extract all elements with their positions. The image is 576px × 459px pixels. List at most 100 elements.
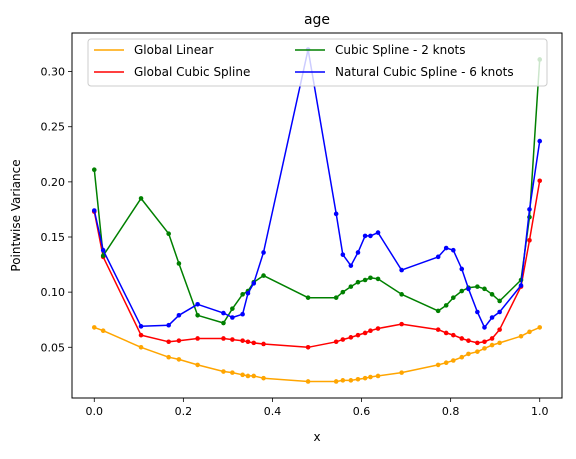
series-3-point bbox=[375, 230, 381, 235]
x-tick-label: 0.8 bbox=[442, 405, 460, 418]
series-0-point bbox=[518, 333, 524, 339]
series-3-point bbox=[475, 309, 480, 315]
y-tick-label: 0.30 bbox=[41, 66, 66, 79]
series-1-point bbox=[166, 339, 171, 345]
series-3-point bbox=[195, 301, 200, 307]
series-1-point bbox=[451, 332, 456, 338]
series-1-point bbox=[489, 336, 495, 341]
series-0-point bbox=[195, 362, 200, 368]
series-3-point bbox=[176, 312, 182, 318]
series-2-point bbox=[497, 298, 502, 304]
series-2-point bbox=[91, 167, 97, 173]
series-1-point bbox=[240, 338, 245, 343]
series-2-point bbox=[375, 276, 381, 282]
series-1-point bbox=[333, 339, 339, 345]
y-tick-label: 0.05 bbox=[41, 341, 66, 354]
series-3-point bbox=[251, 281, 257, 286]
x-tick-label: 0.4 bbox=[264, 405, 282, 418]
series-3-point bbox=[537, 138, 543, 144]
series-0-point bbox=[340, 378, 346, 383]
series-3-point bbox=[482, 325, 487, 330]
series-1-point bbox=[195, 336, 200, 341]
series-0-point bbox=[482, 346, 487, 351]
series-2-point bbox=[305, 295, 311, 300]
series-1-point bbox=[138, 332, 144, 338]
series-2-point bbox=[443, 303, 449, 308]
series-1-point bbox=[497, 327, 502, 332]
series-1-point bbox=[340, 337, 346, 342]
series-0-point bbox=[240, 372, 245, 378]
series-3-point bbox=[368, 233, 373, 239]
series-1-point bbox=[466, 338, 471, 343]
y-tick-label: 0.10 bbox=[41, 286, 66, 299]
series-1-point bbox=[527, 238, 532, 243]
plot-frame bbox=[71, 32, 563, 399]
series-2-point bbox=[435, 308, 441, 314]
series-3-point bbox=[362, 233, 368, 239]
series-0-point bbox=[355, 376, 361, 382]
series-3-point bbox=[166, 322, 171, 328]
series-3-point bbox=[518, 283, 524, 288]
legend: Global Linear Global Cubic Spline Cubic Sp… bbox=[87, 38, 548, 87]
series-1-point bbox=[251, 340, 257, 346]
chart-title: age bbox=[304, 12, 330, 28]
series-3-point bbox=[340, 252, 346, 257]
series-0-point bbox=[138, 344, 144, 350]
series-2-point bbox=[166, 231, 171, 236]
x-tick-label: 0.6 bbox=[353, 405, 371, 418]
series-0-point bbox=[489, 342, 495, 348]
series-3-point bbox=[138, 324, 144, 329]
series-0-point bbox=[333, 379, 339, 384]
series-1-point bbox=[362, 330, 368, 336]
axis-ticks: 0.0 0.2 0.4 0.6 0.8 1.0 0.05 0.10 0.15 0.20 0.25 0.… bbox=[41, 66, 549, 418]
legend-label: Global Linear bbox=[134, 43, 213, 57]
series-0-point bbox=[375, 373, 381, 379]
series-3-point bbox=[355, 250, 361, 255]
series-line-1 bbox=[93, 180, 541, 349]
series-0-point bbox=[435, 362, 441, 368]
series-3-point bbox=[261, 250, 266, 255]
series-1-point bbox=[375, 326, 381, 331]
series-0-point bbox=[368, 374, 373, 380]
series-1-point bbox=[475, 340, 480, 346]
series-2-point bbox=[240, 292, 245, 297]
series-2-point bbox=[195, 312, 200, 318]
series-3-point bbox=[240, 311, 245, 317]
y-tick-label: 0.25 bbox=[41, 121, 66, 134]
series-0-point bbox=[527, 329, 532, 335]
series-2-point bbox=[340, 289, 346, 295]
series-0-point bbox=[497, 340, 502, 346]
series-0-point bbox=[348, 378, 354, 383]
series-2-point bbox=[100, 253, 106, 259]
series-3-point bbox=[221, 310, 226, 316]
plot-marks bbox=[91, 47, 543, 384]
series-2-point bbox=[230, 306, 235, 311]
series-0-point bbox=[459, 354, 465, 360]
series-3-point bbox=[459, 266, 465, 272]
series-2-point bbox=[451, 295, 456, 300]
series-0-point bbox=[399, 370, 404, 375]
x-tick-label: 0.0 bbox=[86, 405, 104, 418]
series-0-point bbox=[176, 357, 182, 362]
x-axis-label: x bbox=[313, 430, 320, 444]
series-0-point bbox=[91, 325, 97, 330]
series-3-point bbox=[489, 315, 495, 320]
series-3-point bbox=[333, 211, 339, 217]
series-3-point bbox=[466, 286, 471, 292]
series-0-point bbox=[100, 328, 106, 334]
series-2-point bbox=[362, 277, 368, 283]
series-3-point bbox=[348, 263, 354, 268]
series-0-point bbox=[466, 351, 471, 357]
series-1-point bbox=[176, 338, 182, 343]
series-1-point bbox=[537, 178, 543, 184]
series-line-0 bbox=[94, 326, 540, 383]
series-3-point bbox=[100, 247, 106, 253]
series-3-point bbox=[527, 207, 532, 212]
series-line-3 bbox=[93, 48, 541, 329]
series-1-point bbox=[261, 341, 266, 347]
series-3-point bbox=[399, 267, 404, 273]
series-1-point bbox=[368, 328, 373, 334]
series-1-point bbox=[435, 327, 441, 332]
legend-box bbox=[87, 38, 548, 87]
